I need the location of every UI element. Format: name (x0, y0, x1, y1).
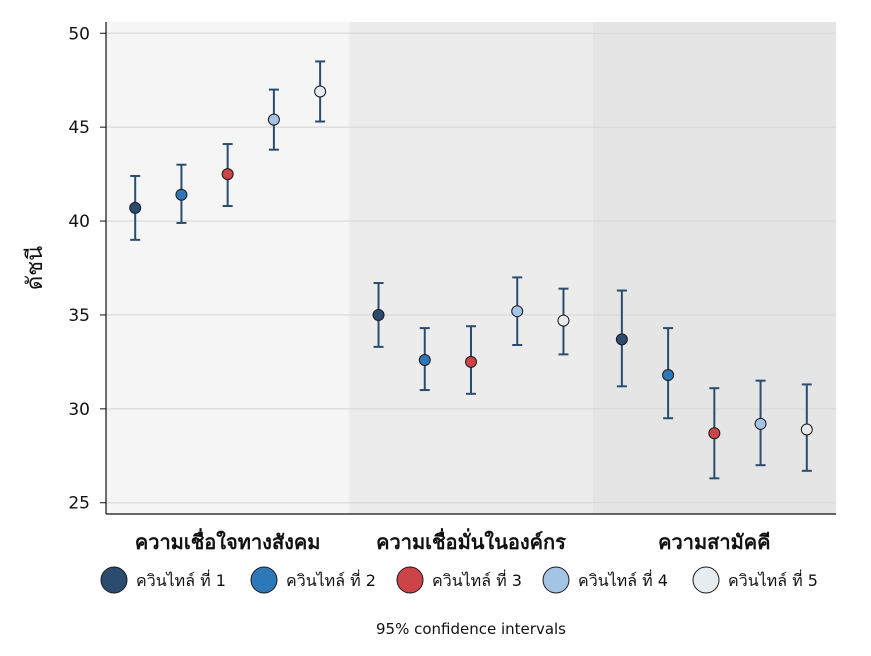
legend-swatch (250, 566, 278, 594)
y-tick-label: 30 (68, 400, 90, 420)
legend-label: ควินไทล์ ที่ 2 (286, 569, 376, 590)
legend-label: ควินไทล์ ที่ 1 (136, 569, 226, 590)
data-point (267, 113, 280, 126)
group-backgrounds (106, 22, 836, 514)
y-tick-label: 50 (68, 24, 90, 44)
legend-label: ควินไทล์ ที่ 5 (728, 569, 818, 590)
y-tick-label: 25 (68, 494, 90, 514)
data-point (221, 168, 234, 181)
legend-label: ควินไทล์ ที่ 3 (432, 569, 522, 590)
group-labels: ความเชื่อใจทางสังคม ความเชื่อมั่นในองค์กร… (135, 527, 771, 554)
legend-swatch (542, 566, 570, 594)
data-point (418, 354, 431, 367)
data-point (800, 423, 813, 436)
gridlines (106, 32, 836, 504)
group-label: ความเชื่อใจทางสังคม (135, 527, 321, 554)
data-point (615, 333, 628, 346)
y-tick-label: 40 (68, 212, 90, 232)
data-point (557, 314, 570, 327)
data-point (511, 305, 524, 318)
points (129, 85, 813, 440)
data-point (465, 355, 477, 368)
group-background-2 (349, 22, 593, 514)
y-tick-label: 35 (68, 306, 90, 326)
legend-swatch (100, 566, 128, 594)
legend-swatch (692, 566, 720, 594)
y-tick-label: 45 (68, 118, 90, 138)
legend: ควินไทล์ ที่ 1 ควินไทล์ ที่ 2 ควินไทล์ ที่… (100, 566, 818, 594)
group-label: ความสามัคคี (658, 530, 770, 554)
data-point (754, 417, 767, 430)
y-axis-label: ดัชนี (23, 246, 48, 290)
data-point (372, 308, 385, 321)
data-point (662, 369, 675, 382)
group-background-1 (106, 22, 350, 514)
data-point (314, 85, 327, 98)
legend-label: ควินไทล์ ที่ 4 (578, 569, 668, 590)
group-label: ความเชื่อมั่นในองค์กร (376, 527, 566, 554)
data-point (175, 188, 188, 201)
data-point (708, 427, 721, 440)
confidence-note: 95% confidence intervals (376, 620, 566, 638)
data-point (129, 201, 142, 214)
legend-swatch (396, 566, 424, 594)
axes: 25 30 35 40 45 50 (68, 22, 836, 515)
